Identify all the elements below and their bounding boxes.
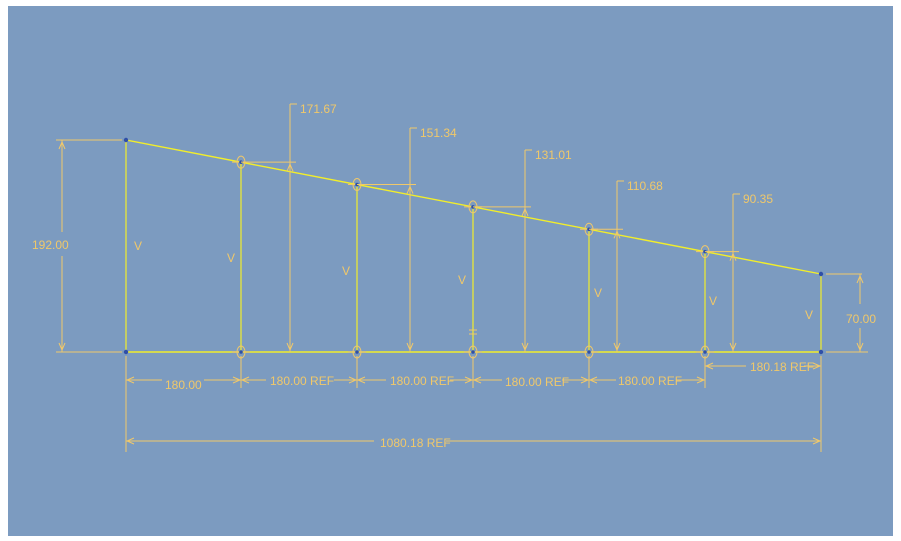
sketch-vertex-4[interactable] xyxy=(819,350,823,354)
dim-station-1[interactable]: 171.67 xyxy=(300,102,337,116)
sketch-vertex-1[interactable] xyxy=(124,138,128,142)
rib-vertex-base-4[interactable] xyxy=(587,350,591,354)
vertical-constraint-1: V xyxy=(134,239,142,253)
dim-total-length[interactable]: 1080.18 REF xyxy=(380,436,451,450)
dim-station-5[interactable]: 90.35 xyxy=(743,192,773,206)
dim-span-4[interactable]: 180.00 REF xyxy=(505,375,569,389)
dim-left-height[interactable]: 192.00 xyxy=(32,238,69,252)
sketch-vertex-2[interactable] xyxy=(124,350,128,354)
vertical-constraint-5: V xyxy=(594,286,602,300)
rib-vertex-base-2[interactable] xyxy=(355,350,359,354)
dim-station-3[interactable]: 131.01 xyxy=(535,148,572,162)
sketch-background xyxy=(8,6,893,536)
rib-vertex-base-3[interactable] xyxy=(471,350,475,354)
vertical-constraint-3: V xyxy=(342,264,350,278)
vertical-constraint-4: V xyxy=(458,273,466,287)
dim-span-6[interactable]: 180.18 REF xyxy=(750,360,814,374)
sketch-vertex-3[interactable] xyxy=(819,272,823,276)
vertical-constraint-2: V xyxy=(227,251,235,265)
dim-span-5[interactable]: 180.00 REF xyxy=(618,374,682,388)
dim-station-2[interactable]: 151.34 xyxy=(420,126,457,140)
dim-station-4[interactable]: 110.68 xyxy=(627,179,663,193)
rib-vertex-base-5[interactable] xyxy=(703,350,707,354)
dim-span-2[interactable]: 180.00 REF xyxy=(270,374,334,388)
vertical-constraint-6: V xyxy=(709,294,717,308)
dim-right-height[interactable]: 70.00 xyxy=(846,312,876,326)
dim-span-1[interactable]: 180.00 xyxy=(165,378,202,392)
vertical-constraint-7: V xyxy=(805,308,813,322)
rib-vertex-base-1[interactable] xyxy=(239,350,243,354)
dim-span-3[interactable]: 180.00 REF xyxy=(390,374,454,388)
